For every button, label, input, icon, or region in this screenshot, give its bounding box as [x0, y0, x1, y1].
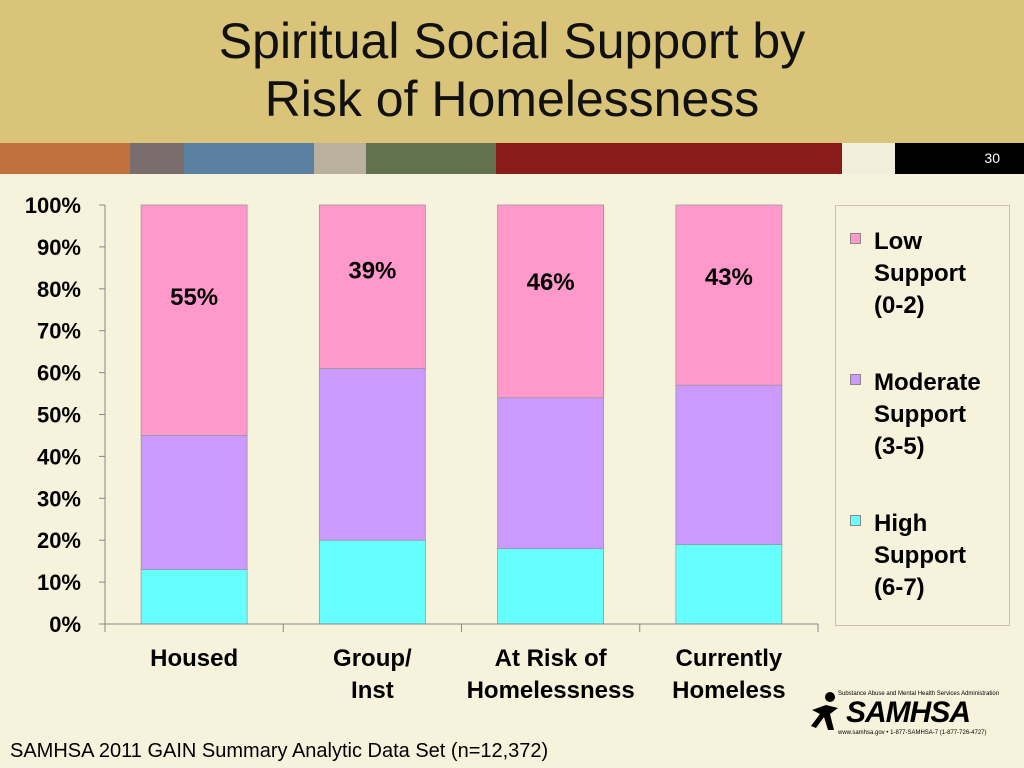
title-line-2: Risk of Homelessness — [264, 71, 760, 127]
logo-contact: www.samhsa.gov • 1-877-SAMHSA-7 (1-877-7… — [838, 730, 987, 736]
y-tick-label: 80% — [37, 277, 81, 302]
data-label: 43% — [705, 264, 753, 291]
legend-line: Support — [874, 401, 966, 428]
legend-line: Moderate — [874, 369, 981, 396]
legend-swatch-low — [850, 233, 861, 244]
y-tick-label: 30% — [37, 486, 81, 511]
data-labels: 55% 39% 46% 43% — [170, 257, 753, 311]
legend-line: Support — [874, 542, 966, 569]
x-axis-ticks: Housed Group/Inst At Risk of Homelessness Cu… — [104, 624, 819, 704]
stripe-segment — [0, 143, 130, 174]
x-tick-label: Homelessness — [467, 677, 635, 704]
y-tick-label: 70% — [37, 319, 81, 344]
legend-line: Low — [874, 228, 922, 255]
bar-segment — [497, 548, 605, 625]
stripe-segment — [366, 143, 496, 174]
x-tick-label: Inst — [351, 677, 394, 704]
x-tick-label: Housed — [150, 645, 238, 672]
x-tick-label: Group/ — [333, 645, 412, 672]
legend-swatch-moderate — [850, 374, 861, 385]
legend-line: (3-5) — [874, 433, 925, 460]
y-tick-label: 10% — [37, 570, 81, 595]
y-tick-label: 100% — [25, 193, 81, 218]
bar-segment — [675, 543, 783, 625]
y-tick-label: 0% — [49, 612, 81, 637]
legend-label-low: Low Support (0-2) — [874, 226, 1009, 322]
x-tick-label: At Risk of — [495, 645, 608, 672]
data-label: 55% — [170, 284, 218, 311]
legend-label-moderate: Moderate Support (3-5) — [874, 367, 1009, 463]
bar-segment — [675, 384, 783, 545]
x-tick-label: Currently — [676, 645, 783, 672]
y-tick-label: 90% — [37, 235, 81, 260]
y-tick-label: 60% — [37, 361, 81, 386]
bar-segment — [497, 397, 605, 549]
slide-header: Spiritual Social Support by Risk of Home… — [0, 0, 1024, 143]
y-axis-ticks: 0% 10% 20% 30% 40% 50% 60% 70% 80% 90% 100% — [25, 193, 105, 637]
stacked-bar-chart: 0% 10% 20% 30% 40% 50% 60% 70% 80% 90% 100% Housed… — [25, 193, 819, 704]
bar-segment — [497, 204, 605, 399]
legend-line: (6-7) — [874, 574, 925, 601]
bar-segment — [675, 204, 783, 386]
bar-segment — [140, 204, 248, 436]
bar-segment — [318, 539, 426, 625]
source-note: SAMHSA 2011 GAIN Summary Analytic Data S… — [10, 740, 549, 762]
x-tick-label: Homeless — [672, 677, 785, 704]
legend-swatch-high — [850, 515, 861, 526]
stripe-segment — [314, 143, 366, 174]
slide-number: 30 — [895, 143, 1024, 174]
legend-line: (0-2) — [874, 292, 925, 319]
data-label: 46% — [527, 269, 575, 296]
stripe-segment — [184, 143, 314, 174]
logo-tagline: Substance Abuse and Mental Health Servic… — [838, 691, 1000, 697]
stripe-segment — [842, 143, 895, 174]
data-label: 39% — [348, 257, 396, 284]
bar-segment — [318, 368, 426, 541]
bar-segment — [140, 569, 248, 625]
legend-label-high: High Support (6-7) — [874, 508, 1009, 604]
stripe-segment — [496, 143, 842, 174]
samhsa-logo: Substance Abuse and Mental Health Servic… — [808, 688, 999, 740]
legend-line: Support — [874, 260, 966, 287]
y-tick-label: 50% — [37, 403, 81, 428]
chart-bars — [140, 204, 783, 625]
y-tick-label: 20% — [37, 528, 81, 553]
y-tick-label: 40% — [37, 444, 81, 469]
slide-title: Spiritual Social Support by Risk of Home… — [0, 12, 1024, 128]
color-stripe — [0, 143, 1024, 174]
bar-segment — [140, 435, 248, 570]
stripe-segment — [130, 143, 184, 174]
legend-line: High — [874, 510, 928, 537]
logo-wordmark: SAMHSA — [846, 696, 971, 729]
chart-legend: Low Support (0-2) Moderate Support (3-5)… — [835, 205, 1010, 626]
person-figure-icon — [811, 692, 838, 730]
bar-segment — [318, 204, 426, 369]
title-line-1: Spiritual Social Support by — [218, 13, 806, 69]
